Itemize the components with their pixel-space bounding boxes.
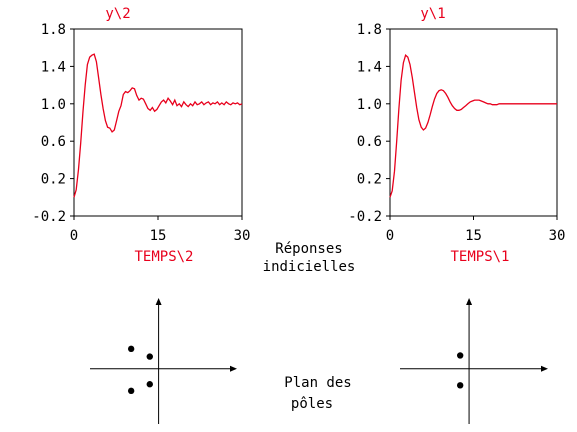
y-tick-label: 1.8: [41, 22, 66, 38]
pole-point: [456, 352, 464, 359]
x-tick-label: 15: [150, 228, 167, 244]
y-tick-label: 1.0: [357, 97, 382, 113]
poles-caption-line2: pôles: [291, 396, 333, 412]
pole-point: [146, 353, 153, 360]
poles-caption: Plan des pôles: [284, 375, 351, 412]
y-tick-label: 0.6: [357, 134, 382, 150]
pole-point: [456, 382, 464, 389]
x-axis-label: TEMPS\2: [134, 249, 193, 265]
step-response-chart-2: y\2 TEMPS\2 1.8 1.4 1.0 0.6 0.2 -0.20 15 30: [32, 6, 250, 265]
x-tick-label: 0: [70, 228, 78, 244]
pole-point: [146, 381, 153, 388]
y-tick-label: 1.4: [357, 59, 382, 75]
poles-caption-line1: Plan des: [284, 375, 351, 391]
imaginary-axis-arrow: [466, 298, 473, 305]
pole-point: [127, 387, 135, 395]
y-tick-label: 1.8: [357, 22, 382, 38]
responses-caption-line2: indicielles: [263, 259, 356, 275]
real-axis-arrow: [541, 365, 548, 372]
chart-title: y\2: [105, 6, 130, 22]
imaginary-axis-arrow: [155, 298, 162, 305]
y-tick-label: -0.2: [32, 209, 66, 225]
y-tick-label: 1.0: [41, 97, 66, 113]
x-tick-label: 15: [465, 228, 482, 244]
pole-plane-2: [90, 298, 237, 424]
response-curve: [73, 53, 243, 198]
chart-title: y\1: [420, 6, 445, 22]
responses-caption: Réponses indicielles: [263, 241, 356, 275]
y-tick-label: 1.4: [41, 59, 66, 75]
pole-plane-1: [400, 298, 548, 424]
x-tick-label: 30: [234, 228, 251, 244]
response-curve: [389, 54, 557, 198]
pole-point: [127, 345, 135, 353]
real-axis-arrow: [230, 365, 237, 372]
x-tick-label: 30: [549, 228, 566, 244]
y-tick-label: -0.2: [348, 209, 382, 225]
y-tick-label: 0.6: [41, 134, 66, 150]
y-tick-label: 0.2: [41, 172, 66, 188]
x-axis-label: TEMPS\1: [450, 249, 509, 265]
y-tick-label: 0.2: [357, 172, 382, 188]
responses-caption-line1: Réponses: [275, 241, 342, 257]
step-response-chart-1: y\1 TEMPS\1 1.8 1.4 1.0 0.6 0.2 -0.20 15 30: [348, 6, 565, 265]
x-tick-label: 0: [386, 228, 394, 244]
